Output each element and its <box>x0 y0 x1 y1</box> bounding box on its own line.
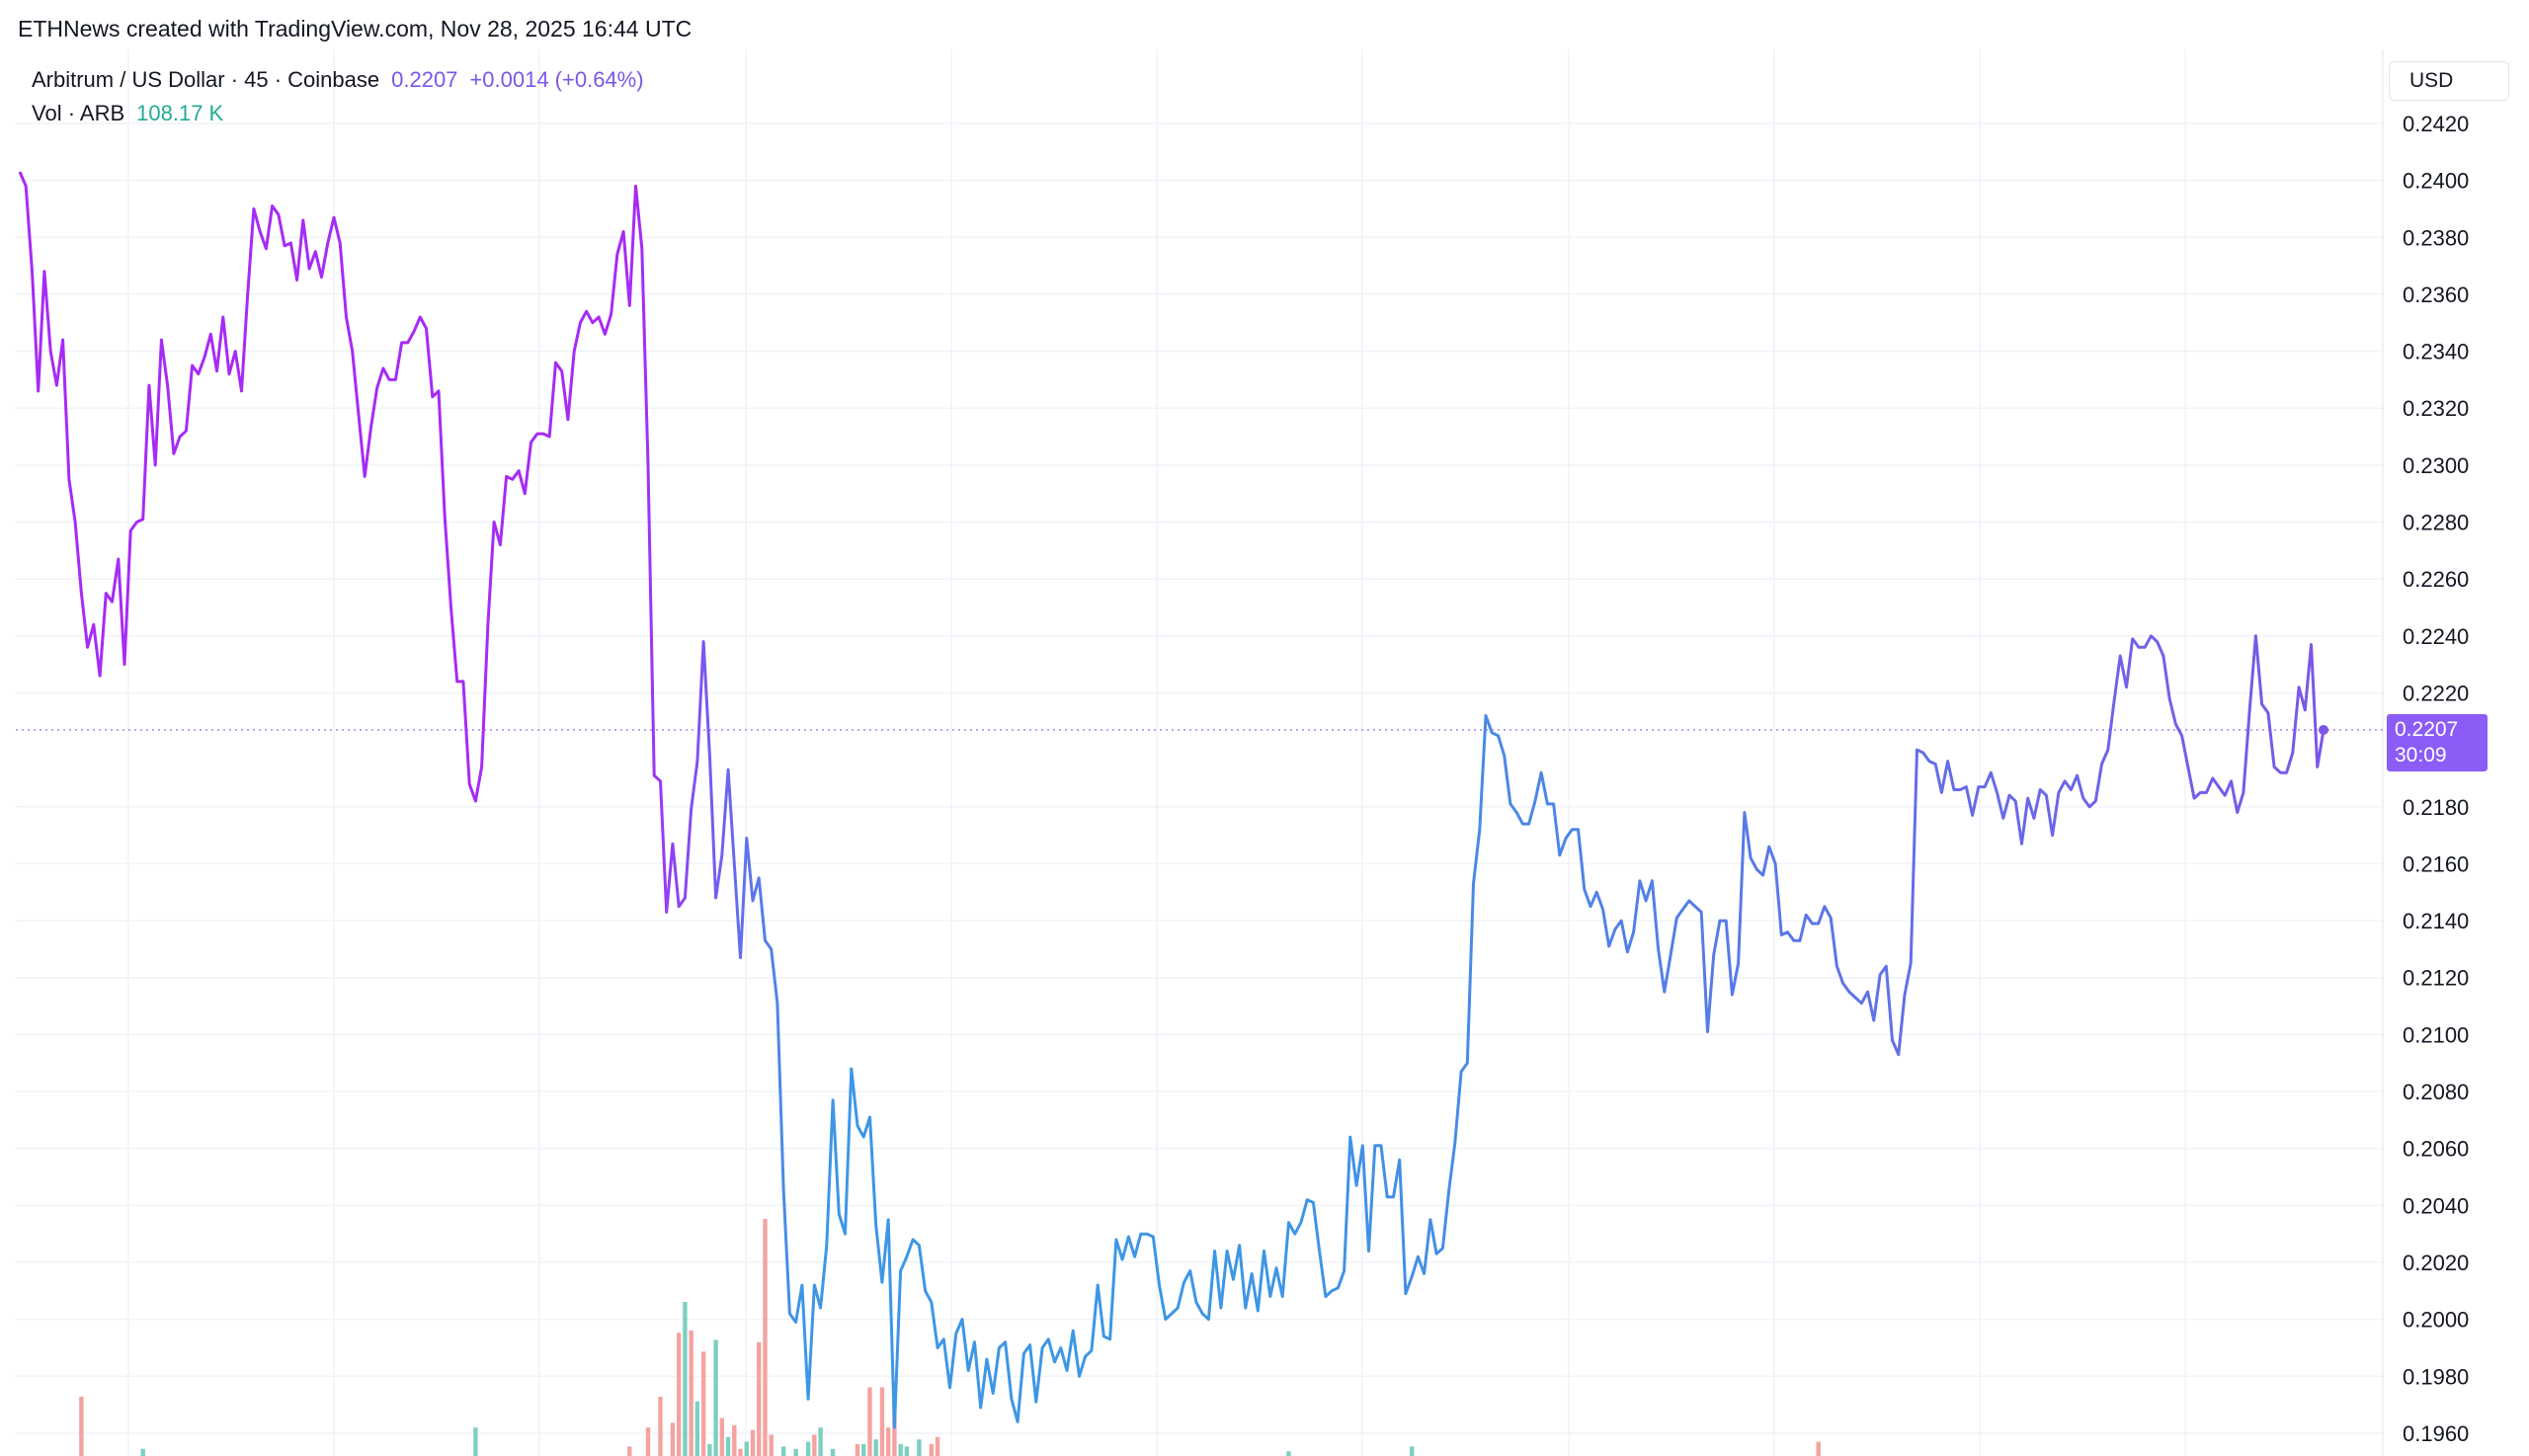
last-price-dot <box>2319 724 2328 735</box>
volume-bar <box>763 1219 768 1456</box>
price-axis-tick-label: 0.2120 <box>2403 966 2469 991</box>
volume-bars <box>79 1219 1821 1456</box>
legend-symbol[interactable]: Arbitrum / US Dollar · 45 · Coinbase <box>32 67 380 92</box>
volume-bar <box>732 1424 737 1456</box>
volume-bar <box>689 1330 693 1456</box>
volume-bar <box>867 1387 872 1456</box>
volume-bar <box>935 1436 940 1456</box>
price-axis-tick-label: 0.2100 <box>2403 1022 2469 1047</box>
price-axis-tick-label: 0.2340 <box>2403 340 2469 364</box>
last-price-tag-countdown: 30:09 <box>2395 744 2447 767</box>
volume-bar <box>780 1446 786 1456</box>
price-axis-tick-label: 0.2140 <box>2403 909 2469 933</box>
volume-bar <box>818 1427 823 1456</box>
volume-bar <box>1816 1441 1821 1456</box>
volume-bar <box>744 1441 749 1456</box>
volume-bar <box>700 1351 706 1456</box>
price-axis-tick-label: 0.1980 <box>2403 1364 2469 1389</box>
price-axis-tick-label: 0.1960 <box>2403 1421 2469 1446</box>
price-axis-tick-label: 0.2260 <box>2403 567 2469 592</box>
legend-symbol-row: Arbitrum / US Dollar · 45 · Coinbase 0.2… <box>32 63 644 97</box>
volume-bar <box>805 1441 811 1456</box>
volume-bar <box>658 1397 663 1456</box>
volume-bar <box>929 1444 935 1456</box>
volume-bar <box>898 1444 903 1456</box>
volume-bar <box>670 1422 676 1456</box>
volume-bar <box>707 1444 712 1456</box>
legend-change: +0.0014 (+0.64%) <box>469 67 644 92</box>
chart-attribution: ETHNews created with TradingView.com, No… <box>18 16 693 41</box>
price-axis-tick-label: 0.2080 <box>2403 1080 2469 1104</box>
volume-bar <box>683 1302 688 1456</box>
price-axis-tick-label: 0.2040 <box>2403 1193 2469 1218</box>
volume-bar <box>885 1427 891 1456</box>
volume-bar <box>738 1448 743 1456</box>
volume-bar <box>879 1387 885 1456</box>
price-axis-tick-label: 0.2280 <box>2403 511 2469 535</box>
volume-bar <box>855 1444 860 1456</box>
volume-bar <box>473 1427 478 1456</box>
volume-bar <box>769 1434 774 1456</box>
price-axis-tick-label: 0.2180 <box>2403 795 2469 820</box>
volume-bar <box>79 1397 84 1456</box>
volume-bar <box>1409 1446 1415 1456</box>
price-axis-tick-label: 0.2420 <box>2403 112 2469 136</box>
volume-bar <box>140 1448 145 1456</box>
volume-bar <box>812 1434 817 1456</box>
volume-bar <box>725 1436 731 1456</box>
volume-bar <box>830 1448 836 1456</box>
currency-button[interactable]: USD <box>2389 61 2509 101</box>
volume-bar <box>645 1427 651 1456</box>
chart-grid <box>16 49 2383 1456</box>
price-axis-tick-label: 0.2300 <box>2403 453 2469 478</box>
price-axis-tick-label: 0.2000 <box>2403 1308 2469 1333</box>
volume-bar <box>627 1446 632 1456</box>
price-axis-tick-label: 0.2060 <box>2403 1137 2469 1162</box>
price-axis-tick-label: 0.2360 <box>2403 283 2469 307</box>
volume-bar <box>873 1439 878 1456</box>
chart-legend: Arbitrum / US Dollar · 45 · Coinbase 0.2… <box>32 63 644 130</box>
volume-bar <box>1286 1451 1291 1456</box>
last-price-tag: 0.2207 30:09 <box>2387 713 2488 771</box>
legend-volume-row: Vol · ARB 108.17 K <box>32 97 644 130</box>
volume-bar <box>713 1339 718 1456</box>
volume-bar <box>719 1417 725 1456</box>
last-price-tag-value: 0.2207 <box>2395 718 2458 741</box>
volume-bar <box>750 1429 756 1456</box>
volume-bar <box>861 1444 866 1456</box>
price-axis-tick-label: 0.2380 <box>2403 225 2469 250</box>
volume-bar <box>694 1401 700 1456</box>
price-axis[interactable]: 0.2420 0.2400 0.2380 0.2360 0.2340 0.2320 0.23… <box>2403 112 2469 1446</box>
price-axis-tick-label: 0.2220 <box>2403 681 2469 705</box>
price-line-series <box>18 171 2325 1429</box>
price-axis-tick-label: 0.2400 <box>2403 169 2469 194</box>
legend-volume-value: 108.17 K <box>136 101 224 125</box>
volume-bar <box>676 1333 682 1456</box>
volume-bar <box>904 1446 910 1456</box>
volume-bar <box>793 1448 798 1456</box>
volume-bar <box>757 1341 762 1456</box>
volume-bar <box>917 1439 922 1456</box>
price-axis-tick-label: 0.2320 <box>2403 396 2469 421</box>
legend-volume-label[interactable]: Vol · ARB <box>32 101 125 125</box>
price-axis-tick-label: 0.2020 <box>2403 1251 2469 1275</box>
legend-price: 0.2207 <box>391 67 458 92</box>
price-axis-tick-label: 0.2160 <box>2403 851 2469 876</box>
price-axis-tick-label: 0.2240 <box>2403 624 2469 649</box>
